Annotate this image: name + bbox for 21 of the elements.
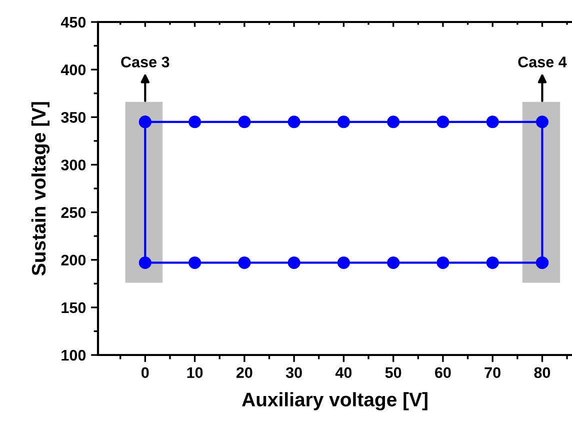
x-tick-label: 60 xyxy=(435,367,451,378)
x-tick-label: 0 xyxy=(142,367,149,378)
x-tick-label: 10 xyxy=(187,367,203,378)
x-tick-label: 20 xyxy=(236,367,252,378)
y-tick-label: 450 xyxy=(60,16,86,28)
y-tick-label: 350 xyxy=(61,112,86,123)
y-tick-label: 300 xyxy=(61,160,86,170)
y-tick-label: 100 xyxy=(62,350,86,361)
y-axis-title: Sustain voltage [V] xyxy=(31,102,50,276)
x-tick-label: 40 xyxy=(335,367,352,378)
y-tick-label: 200 xyxy=(61,254,86,266)
x-axis-title: Auxiliary voltage [V] xyxy=(242,392,428,410)
y-tick-label: 250 xyxy=(61,207,86,218)
annotation: Case 3 xyxy=(121,56,170,68)
x-tick-label: 30 xyxy=(286,367,302,378)
x-tick-label: 80 xyxy=(534,367,550,378)
annotation: Case 4 xyxy=(518,56,567,68)
y-tick-label: 400 xyxy=(60,64,86,76)
x-tick-label: 70 xyxy=(484,367,500,378)
x-tick-label: 50 xyxy=(385,367,402,378)
y-tick-label: 150 xyxy=(62,302,86,314)
